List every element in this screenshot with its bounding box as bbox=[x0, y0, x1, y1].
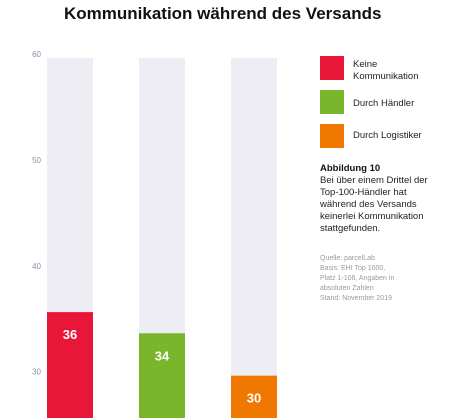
legend-label: Keine Kommunikation bbox=[353, 59, 419, 82]
bar bbox=[47, 312, 93, 418]
source-line: Platz 1-106, Angaben in bbox=[320, 275, 395, 282]
bar bbox=[231, 375, 277, 418]
figure-note-text: Bei über einem Drittel der Top-100-Händl… bbox=[320, 175, 428, 234]
source-line: Basis: EHI Top 1000, bbox=[320, 265, 386, 272]
source-info: Quelle: parcelLab Basis: EHI Top 1000, P… bbox=[320, 254, 430, 304]
legend-swatch bbox=[320, 56, 344, 80]
y-tick-label: 40 bbox=[32, 262, 41, 271]
y-tick-label: 60 bbox=[32, 50, 41, 59]
source-line: absoluten Zahlen bbox=[320, 285, 374, 292]
bar-track bbox=[231, 58, 277, 418]
legend: Keine Kommunikation Durch Händler Durch … bbox=[320, 56, 445, 160]
legend-item-durch-logistiker: Durch Logistiker bbox=[320, 124, 445, 160]
data-label: 34 bbox=[155, 348, 170, 363]
source-line: Quelle: parcelLab bbox=[320, 255, 375, 262]
y-tick-label: 30 bbox=[32, 368, 41, 377]
legend-swatch bbox=[320, 124, 344, 148]
bar-chart: 60 50 40 30 36 34 30 bbox=[32, 50, 277, 418]
data-label: 36 bbox=[63, 327, 77, 342]
bar bbox=[139, 333, 185, 418]
figure-note: Abbildung 10 Bei über einem Drittel der … bbox=[320, 163, 445, 235]
legend-swatch bbox=[320, 90, 344, 114]
chart-title: Kommunikation während des Versands bbox=[64, 4, 382, 23]
legend-item-durch-haendler: Durch Händler bbox=[320, 90, 445, 126]
data-label: 30 bbox=[247, 391, 261, 406]
figure-note-title: Abbildung 10 bbox=[320, 163, 381, 174]
legend-item-keine-kommunikation: Keine Kommunikation bbox=[320, 56, 445, 92]
source-line: Stand: November 2019 bbox=[320, 295, 392, 302]
legend-label: Durch Händler bbox=[353, 98, 415, 109]
legend-label: Durch Logistiker bbox=[353, 130, 422, 141]
y-tick-label: 50 bbox=[32, 156, 41, 165]
